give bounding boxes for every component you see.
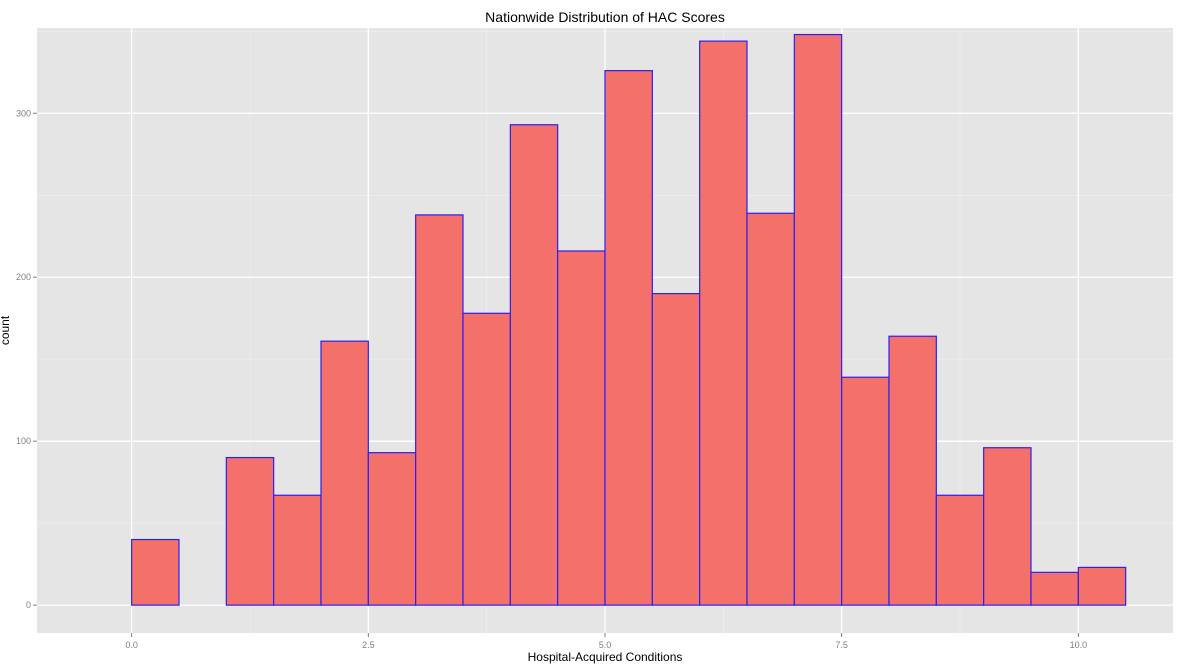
histogram-bar-17 (888, 335, 937, 606)
histogram-bar-21 (1077, 566, 1127, 606)
histogram-bar-1 (131, 538, 180, 606)
histogram-bar-7 (415, 214, 464, 606)
histogram-bar-11 (604, 70, 653, 606)
histogram-bar-16 (841, 376, 890, 606)
histogram-bar-5 (320, 340, 369, 606)
histogram-bar-10 (557, 250, 606, 606)
histogram-bar-14 (746, 212, 795, 606)
x-tick-label: 10.0 (1070, 640, 1088, 650)
x-axis-label: Hospital-Acquired Conditions (528, 650, 683, 664)
histogram-bar-8 (462, 312, 511, 606)
x-tick-label: 5.0 (599, 640, 612, 650)
histogram-bar-15 (793, 33, 843, 606)
y-axis-label: count (0, 315, 12, 345)
histogram-bar-3 (225, 456, 275, 606)
histogram-bar-9 (509, 124, 559, 606)
x-tick-label: 7.5 (835, 640, 848, 650)
histogram-bar-12 (651, 293, 701, 606)
x-tick-label: 0.0 (125, 640, 138, 650)
y-tick-label: 100 (16, 436, 31, 446)
y-tick-label: 0 (26, 600, 31, 610)
histogram-bar-6 (367, 452, 417, 606)
histogram-bar-19 (983, 447, 1032, 606)
histogram-bars (131, 33, 1127, 606)
x-axis: 0.0 2.5 5.0 7.5 10.0 (125, 633, 1087, 650)
y-axis: 0 100 200 300 (16, 108, 37, 610)
chart-title: Nationwide Distribution of HAC Scores (485, 9, 725, 25)
x-tick-label: 2.5 (362, 640, 375, 650)
histogram-bar-18 (935, 494, 985, 606)
histogram-bar-4 (273, 494, 322, 606)
y-tick-label: 200 (16, 272, 31, 282)
histogram-bar-13 (699, 40, 748, 606)
histogram-bar-20 (1030, 571, 1079, 606)
y-tick-label: 300 (16, 108, 31, 118)
